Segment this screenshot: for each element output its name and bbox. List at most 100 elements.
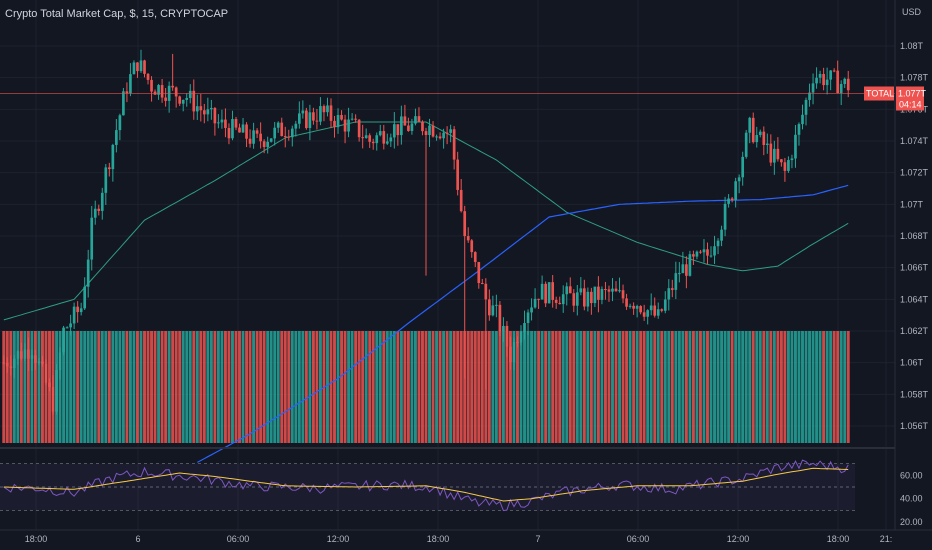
volume-bar — [667, 331, 671, 443]
candle-body — [649, 305, 653, 311]
candle-body — [41, 361, 44, 364]
candle-body — [628, 305, 632, 307]
candle-body — [368, 135, 372, 142]
candle-body — [195, 106, 199, 112]
candle-body — [484, 283, 488, 300]
candle-body — [568, 286, 572, 294]
volume-bar — [19, 331, 23, 443]
volume-bar — [621, 331, 625, 443]
candle-body — [600, 289, 604, 300]
candle-body — [776, 148, 780, 160]
candle-body — [509, 346, 512, 363]
y-tick-label: 1.072T — [900, 168, 929, 178]
volume-bar — [403, 331, 407, 443]
volume-bar — [575, 331, 579, 443]
candle-body — [174, 87, 178, 97]
candle-body — [361, 137, 365, 139]
candle-body — [452, 129, 456, 160]
candle-body — [811, 83, 815, 93]
candle-body — [473, 252, 477, 262]
candle-body — [421, 121, 424, 132]
candle-body — [762, 131, 766, 146]
candle-body — [554, 299, 558, 303]
candle-body — [765, 143, 769, 146]
volume-bar — [603, 331, 607, 443]
volume-bar — [565, 331, 569, 443]
volume-bar — [421, 331, 424, 443]
volume-bar — [290, 331, 294, 443]
candle-body — [825, 79, 829, 86]
volume-bar — [653, 331, 657, 443]
candle-body — [463, 211, 467, 237]
volume-bar — [611, 331, 614, 443]
candle-body — [276, 122, 280, 128]
candle-body — [431, 125, 435, 137]
volume-bar — [487, 331, 491, 443]
candle-body — [537, 298, 540, 300]
volume-bar — [684, 331, 688, 443]
volume-bar — [607, 331, 611, 443]
volume-bar — [734, 331, 738, 443]
candle-body — [5, 362, 9, 367]
volume-bar — [252, 331, 256, 443]
volume-bar — [354, 331, 358, 443]
candle-body — [586, 291, 590, 307]
candle-body — [326, 105, 329, 113]
candle-body — [139, 60, 143, 72]
y-tick-label: 1.056T — [900, 421, 929, 431]
volume-bar — [128, 331, 132, 443]
volume-bar — [30, 331, 34, 443]
volume-bar — [801, 331, 804, 443]
candle-body — [93, 208, 97, 218]
candle-body — [202, 110, 206, 115]
candle-body — [125, 91, 129, 94]
volume-bar — [392, 331, 396, 443]
candle-body — [290, 128, 294, 138]
candle-body — [547, 282, 551, 304]
volume-bar — [389, 331, 393, 443]
candle-body — [392, 124, 396, 138]
candle-body — [69, 323, 72, 328]
candle-body — [224, 119, 227, 128]
volume-bar — [385, 331, 389, 443]
candle-body — [400, 116, 403, 136]
candle-body — [836, 70, 840, 94]
candle-body — [678, 273, 681, 275]
volume-bar — [649, 331, 653, 443]
volume-bar — [572, 331, 576, 443]
volume-bar — [456, 331, 460, 443]
volume-bar — [37, 331, 41, 443]
volume-bar — [600, 331, 604, 443]
volume-bar — [769, 331, 773, 443]
candle-body — [621, 290, 625, 299]
rsi-tick-label: 20.00 — [900, 517, 923, 527]
volume-bar — [794, 331, 797, 443]
volume-bar — [178, 331, 182, 443]
volume-bar — [195, 331, 199, 443]
candle-body — [565, 286, 569, 295]
volume-bar — [100, 331, 104, 443]
candle-body — [241, 124, 245, 133]
volume-bar — [480, 331, 484, 443]
candle-body — [157, 85, 160, 95]
candle-body — [656, 309, 660, 316]
volume-bar — [709, 331, 713, 443]
candle-body — [801, 114, 804, 125]
volume-bar — [498, 331, 502, 443]
candle-body — [410, 123, 414, 131]
candle-body — [104, 167, 108, 193]
volume-bar — [681, 331, 685, 443]
candle-body — [181, 99, 185, 104]
candle-body — [206, 109, 210, 115]
candle-body — [808, 92, 811, 100]
volume-bar — [33, 331, 37, 443]
candle-body — [262, 141, 266, 148]
candle-body — [357, 119, 361, 138]
volume-bar — [435, 331, 439, 443]
candle-body — [755, 135, 759, 143]
volume-bar — [318, 331, 322, 443]
candle-body — [322, 106, 326, 113]
volume-bar — [646, 331, 650, 443]
volume-bar — [723, 331, 727, 443]
